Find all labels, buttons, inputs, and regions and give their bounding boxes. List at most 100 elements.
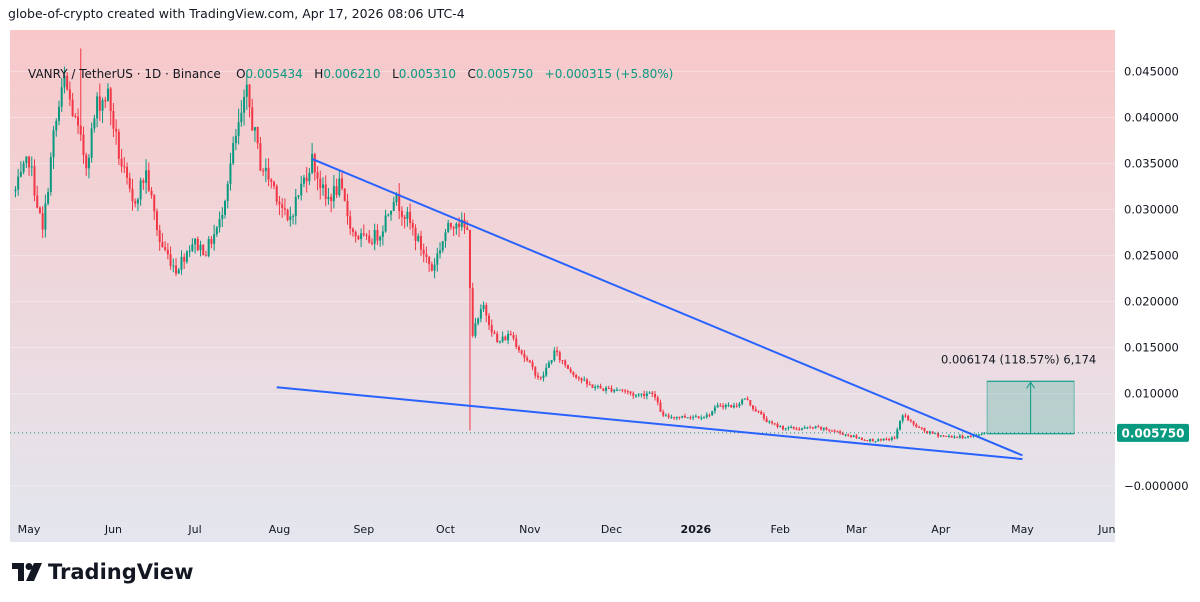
candle-body — [384, 215, 387, 232]
candle — [447, 219, 450, 233]
candle — [210, 235, 213, 249]
candle — [515, 334, 518, 350]
change-value: +0.000315 (+5.80%) — [544, 67, 674, 81]
candle — [120, 149, 123, 173]
candle — [545, 363, 548, 378]
candle — [316, 166, 319, 191]
candle — [87, 154, 90, 179]
last-price-badge — [1117, 423, 1189, 442]
candle-body — [460, 219, 463, 228]
candle — [360, 228, 363, 248]
candle — [493, 330, 496, 335]
candle — [501, 331, 504, 344]
x-tick-label: May — [1011, 523, 1034, 536]
candle — [659, 399, 662, 413]
candle — [297, 194, 300, 200]
candle — [613, 389, 616, 394]
candle — [724, 403, 727, 410]
candle-body — [879, 439, 882, 441]
tradingview-brand[interactable]: TradingView — [12, 560, 193, 584]
candle — [909, 418, 912, 423]
candle — [82, 126, 85, 164]
candle — [534, 366, 537, 379]
candle-body — [395, 193, 398, 202]
candle-body — [390, 210, 393, 215]
candle — [387, 213, 390, 217]
candle-body — [643, 393, 646, 397]
candle — [357, 234, 360, 241]
candle-body — [428, 257, 431, 265]
candle — [204, 250, 207, 257]
candle-body — [316, 172, 319, 179]
candle-body — [477, 318, 480, 324]
candle — [267, 158, 270, 187]
candle — [705, 412, 708, 419]
candle — [96, 92, 99, 128]
candle-body — [912, 421, 915, 425]
candle — [104, 96, 107, 109]
candle — [822, 427, 825, 432]
candle-body — [839, 431, 842, 433]
candle — [155, 208, 158, 237]
candle-body — [869, 439, 872, 442]
candle — [934, 432, 937, 435]
candle-body — [22, 163, 25, 172]
candle-body — [760, 411, 763, 415]
candle — [632, 391, 635, 399]
candle — [523, 349, 526, 363]
candle — [327, 188, 330, 205]
candle — [675, 416, 678, 421]
candle — [131, 178, 134, 211]
candle-body — [273, 181, 276, 187]
candle — [547, 360, 550, 368]
candle — [251, 98, 254, 131]
candle-body — [683, 415, 686, 418]
candle — [403, 214, 406, 229]
high-label: H — [314, 67, 324, 81]
candle — [33, 159, 36, 202]
candle — [817, 424, 820, 428]
candle-body — [44, 203, 47, 230]
candle — [871, 438, 874, 442]
drawings: 0.006174 (118.57%) 6,174 — [10, 157, 1115, 461]
candle — [746, 396, 749, 401]
candle — [115, 119, 118, 145]
candle-body — [458, 223, 461, 228]
candle — [286, 208, 289, 222]
candle-body — [849, 435, 852, 437]
price-axis[interactable]: 0.045000 0.040000 0.035000 0.030000 0.025000… — [1115, 30, 1200, 542]
candle-body — [735, 405, 738, 407]
candle — [912, 420, 915, 427]
candle — [479, 304, 482, 323]
candle-body — [817, 426, 820, 428]
candle-body — [147, 170, 150, 191]
candle-body — [977, 434, 980, 436]
candle-body — [507, 333, 510, 341]
candle-body — [811, 427, 814, 429]
candle — [953, 434, 956, 439]
candle — [398, 183, 401, 220]
candle-body — [898, 420, 901, 430]
candle-body — [953, 436, 956, 438]
y-tick-label: −0.000000 — [1124, 479, 1189, 493]
candle — [980, 432, 983, 436]
candle-body — [781, 426, 784, 430]
candle-body — [400, 210, 403, 217]
candle — [771, 420, 774, 425]
candle-body — [934, 433, 937, 435]
y-tick-label: 0.040000 — [1124, 110, 1179, 124]
chart-frame[interactable]: 0.006174 (118.57%) 6,174 May Jun Jul Aug Sep… — [10, 30, 1115, 542]
candle — [700, 415, 703, 421]
candle-body — [213, 234, 216, 244]
candle — [765, 416, 768, 423]
last-price-label: 0.005750 — [1121, 426, 1184, 440]
candle-body — [447, 222, 450, 233]
candle-body — [194, 238, 197, 245]
candle — [743, 397, 746, 400]
candle — [22, 160, 25, 175]
candle-body — [828, 429, 831, 431]
price-chart[interactable]: 0.006174 (118.57%) 6,174 May Jun Jul Aug Sep… — [10, 30, 1115, 542]
candle-body — [566, 365, 569, 369]
candle — [741, 398, 744, 406]
candle — [294, 188, 297, 225]
